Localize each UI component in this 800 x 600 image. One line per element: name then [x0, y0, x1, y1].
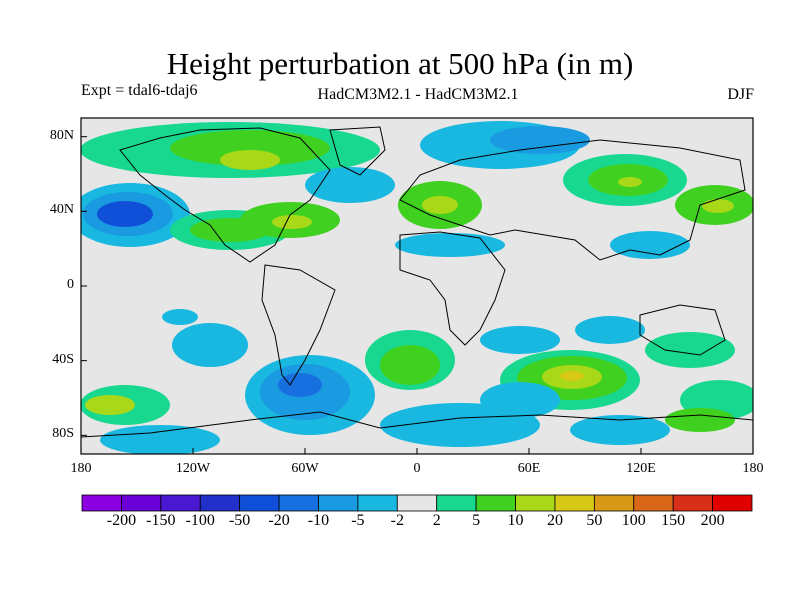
lon-tick-label: 60E [517, 461, 541, 476]
colorbar-label: 2 [432, 512, 441, 529]
colorbar-label: 100 [621, 512, 646, 529]
colorbar-swatch [318, 494, 359, 512]
lon-tick-label: 120E [626, 461, 656, 476]
lon-tick-label: 180 [742, 461, 764, 476]
lat-tick-label: 80N [49, 127, 74, 143]
colorbar-swatch [712, 494, 753, 512]
colorbar-label: -10 [307, 512, 330, 529]
colorbar-swatch [633, 494, 674, 512]
colorbar-label: 10 [507, 512, 524, 529]
colorbar-label: 150 [661, 512, 686, 529]
antarctica-coastline [81, 411, 753, 438]
experiment-label: Expt = tdal6-tdaj6 [81, 82, 198, 99]
colorbar-swatch [436, 494, 477, 512]
colorbar-swatch [554, 494, 595, 512]
eurasia-coastline [399, 139, 746, 261]
colorbar-swatch [396, 494, 438, 512]
colorbar-swatch [160, 494, 201, 512]
colorbar-label: 5 [472, 512, 481, 529]
lat-tick-label: 40N [49, 202, 74, 218]
axis-ticks [80, 136, 754, 454]
lat-tick-label: 40S [52, 351, 74, 367]
colorbar-label: -200 [106, 512, 137, 529]
lon-tick-label: 120W [175, 461, 211, 476]
north-america-coastline [119, 127, 331, 263]
lat-tick-label: 80S [52, 426, 74, 442]
colorbar-swatch [239, 494, 280, 512]
greenland-coastline [329, 126, 386, 176]
colorbar-swatch [121, 494, 162, 512]
colorbar-swatch [357, 494, 398, 512]
colorbar-label: -2 [390, 512, 404, 529]
colorbar-label: -100 [185, 512, 215, 529]
colorbar-label: -150 [146, 512, 176, 529]
height-perturbation-field [81, 121, 753, 454]
colorbar-swatch [515, 494, 556, 512]
lon-tick-label: 60W [291, 461, 319, 476]
coastlines [81, 126, 753, 438]
colorbar-label: 50 [586, 512, 603, 529]
plot-title: Height perturbation at 500 hPa (in m) [166, 46, 634, 81]
season-label: DJF [727, 86, 754, 103]
australia-coastline [639, 304, 726, 356]
colorbar-swatch [475, 494, 516, 512]
colorbar-label: 20 [546, 512, 563, 529]
colorbar-swatch [199, 494, 241, 512]
south-america-coastline [261, 264, 336, 386]
colorbar-swatch [593, 494, 635, 512]
africa-coastline [399, 231, 506, 346]
colorbar-label: -50 [228, 512, 251, 529]
colorbar-swatch [278, 494, 319, 512]
lat-tick-label: 0 [67, 277, 74, 292]
models-label: HadCM3M2.1 - HadCM3M2.1 [317, 86, 519, 103]
colorbar-swatch [672, 494, 713, 512]
colorbar-label: -5 [351, 512, 365, 529]
colorbar-swatch [81, 494, 122, 512]
colorbar-label: -20 [268, 512, 290, 529]
colorbar-label: 200 [700, 512, 725, 529]
lon-tick-label: 0 [413, 461, 421, 476]
lon-tick-label: 180 [70, 461, 92, 476]
